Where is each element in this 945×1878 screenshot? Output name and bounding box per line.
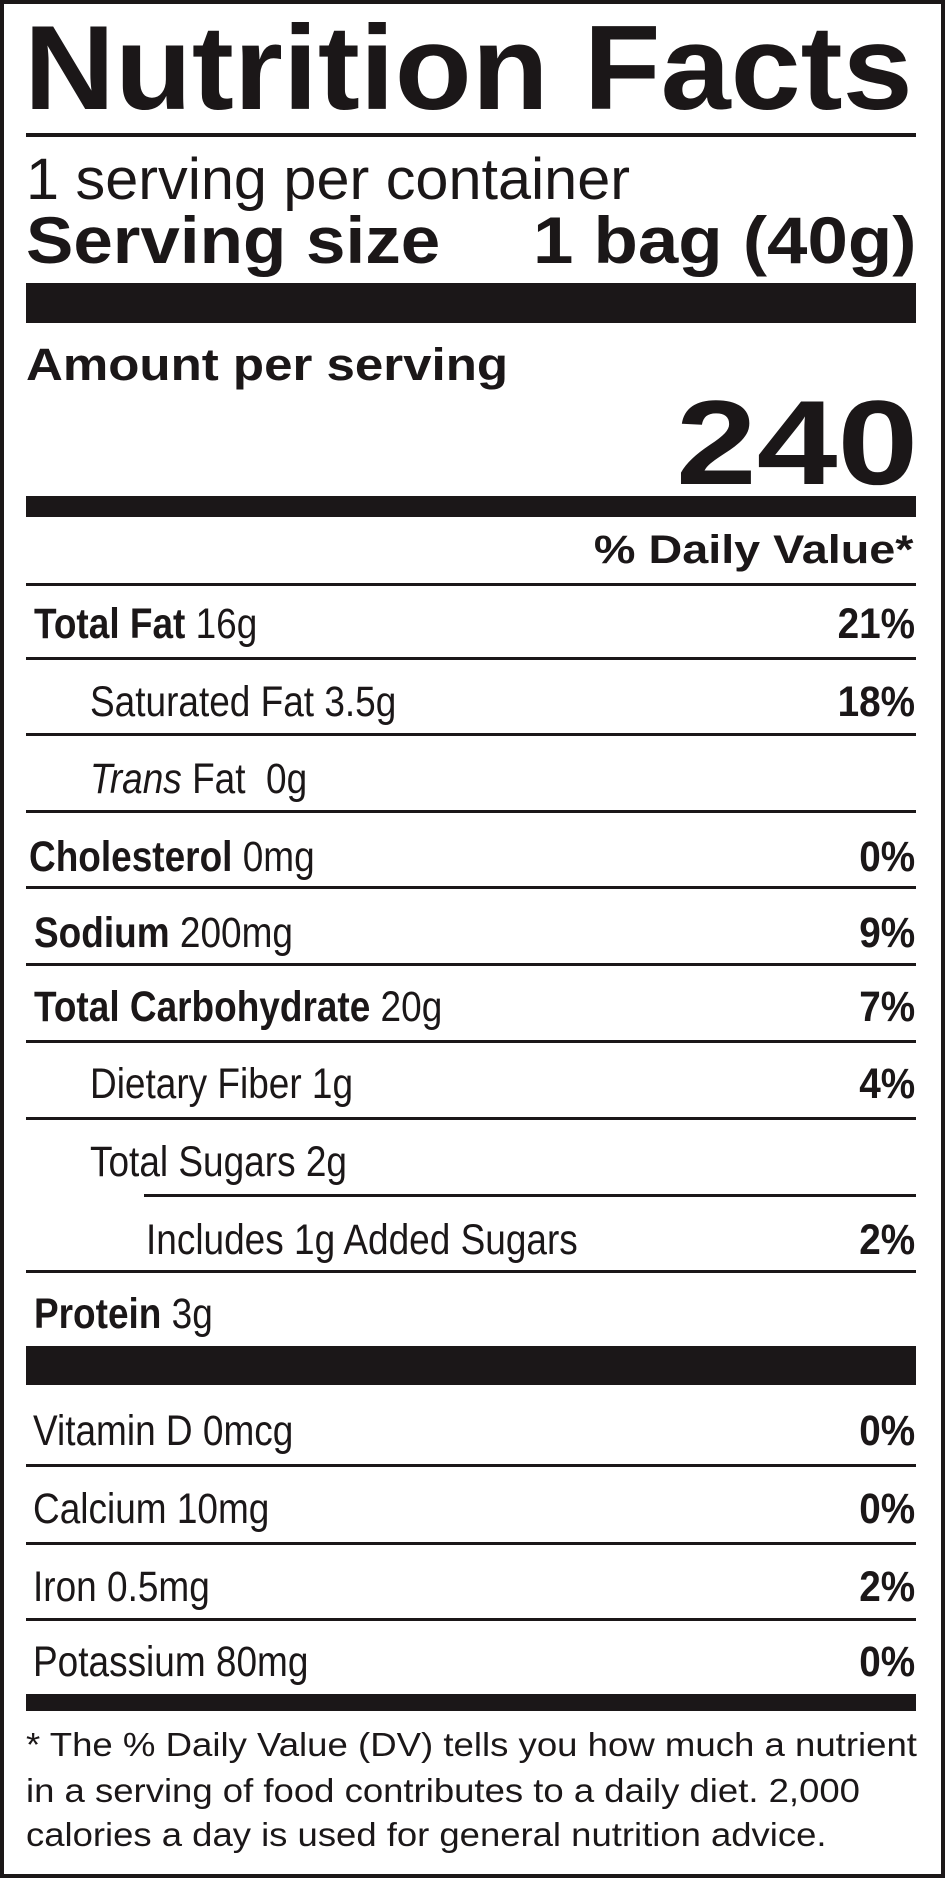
vitamin-label: Potassium 80mg [33,1638,309,1686]
nutrient-label: Sodium 200mg [34,912,293,955]
nutrient-daily-value: 18% [837,678,915,726]
medium-divider [26,496,916,517]
nutrient-name: Protein [34,1290,162,1338]
nutrient-daily-value: 4% [859,1060,915,1108]
nutrient-amount: 0mg [232,833,315,881]
nutrient-amount: Fat 0g [181,755,308,803]
vitamin-daily-value: 0% [859,1638,915,1686]
amount-per-serving-label: Amount per serving [26,339,509,390]
nutrient-label: Total Carbohydrate 20g [34,986,442,1029]
nutrient-name: Total Carbohydrate [34,983,371,1031]
vitamin-label: Calcium 10mg [33,1485,270,1533]
nutrient-label: Cholesterol 0mg [29,836,315,879]
footnote-line: calories a day is used for general nutri… [26,1816,827,1853]
row-divider [26,810,916,813]
thick-divider [26,283,916,323]
nutrient-daily-value: 21% [837,600,915,648]
nutrient-label: Protein 3g [34,1293,213,1336]
nutrient-label: Total Sugars 2g [90,1141,347,1184]
row-divider [26,1270,916,1273]
row-divider [26,1040,916,1043]
nutrient-daily-value: 7% [859,983,915,1031]
serving-size-label: Serving size [26,203,441,277]
nutrient-amount: Trans [90,755,182,803]
row-divider [26,1117,916,1120]
servings-per-container: 1 serving per container [26,147,630,212]
row-divider [26,657,916,660]
nutrient-name: Sodium [34,909,170,957]
vitamin-label: Iron 0.5mg [33,1563,210,1611]
nutrient-daily-value: 9% [859,909,915,957]
nutrient-label: Total Fat 16g [34,603,257,646]
title-divider [26,133,916,137]
nutrient-daily-value: 2% [859,1216,915,1264]
row-divider [26,583,916,586]
nutrient-amount: 20g [370,983,443,1031]
nutrient-label: Trans Fat 0g [90,758,307,801]
daily-value-header: % Daily Value* [593,528,913,572]
row-divider [26,963,916,966]
footnote-line: * The % Daily Value (DV) tells you how m… [26,1726,917,1763]
nutrient-amount: 3g [161,1290,213,1338]
nutrient-amount: Includes 1g Added Sugars [146,1216,578,1264]
vitamin-daily-value: 0% [859,1407,915,1455]
medium-divider [26,1694,916,1711]
nutrient-label: Saturated Fat 3.5g [90,681,396,724]
serving-size-value: 1 bag (40g) [532,203,916,277]
row-divider [26,886,916,889]
nutrient-amount: Dietary Fiber 1g [90,1060,354,1108]
row-divider [26,733,916,736]
row-divider [26,1464,916,1467]
nutrient-amount: Total Sugars 2g [90,1138,347,1186]
nutrient-name: Total Fat [34,600,186,648]
row-divider [26,1618,916,1621]
footnote-line: in a serving of food contributes to a da… [26,1772,860,1809]
row-divider [26,1542,916,1545]
nutrient-daily-value: 0% [859,833,915,881]
nutrient-amount: 16g [185,600,258,648]
calories-value: 240 [675,376,918,510]
vitamin-daily-value: 0% [859,1485,915,1533]
vitamin-label: Vitamin D 0mcg [33,1407,294,1455]
nutrient-amount: Saturated Fat 3.5g [90,678,397,726]
label-title: Nutrition Facts [24,1,913,135]
row-divider [144,1194,916,1197]
thick-divider [26,1346,916,1385]
nutrient-label: Includes 1g Added Sugars [146,1219,578,1262]
nutrient-amount: 200mg [169,909,293,957]
vitamin-daily-value: 2% [859,1563,915,1611]
nutrient-name: Cholesterol [29,833,233,881]
nutrient-label: Dietary Fiber 1g [90,1063,353,1106]
